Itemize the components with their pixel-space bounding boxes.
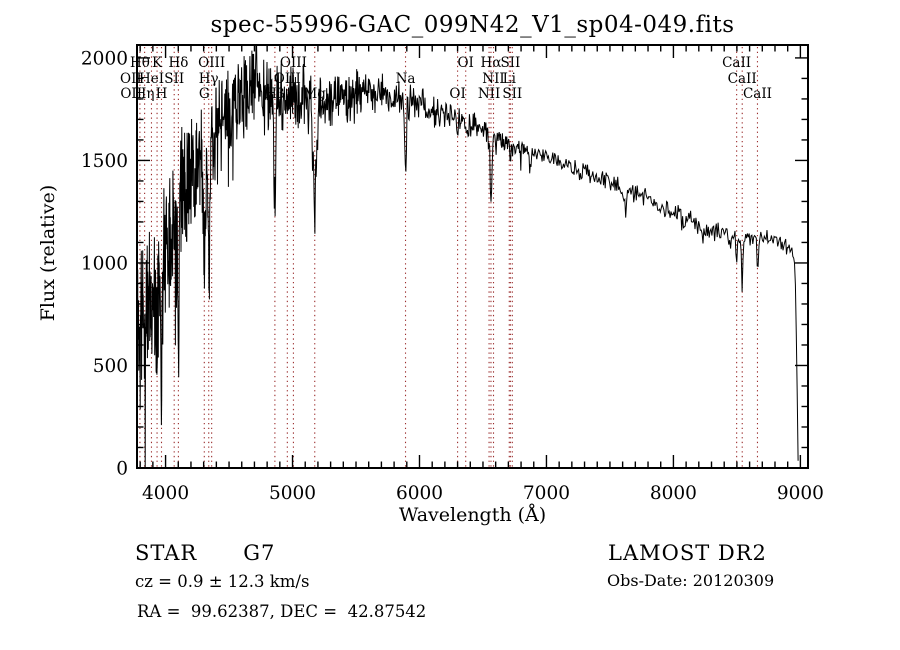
spectral-line-label: NII	[478, 86, 500, 102]
obs-date-label: Obs-Date: 20120309	[607, 571, 775, 590]
spectral-line-label: OIII	[280, 55, 307, 71]
y-tick-label: 0	[116, 459, 128, 480]
spectral-line-label: G	[199, 86, 210, 102]
spectral-line-label: CaII	[743, 86, 772, 102]
coordinates-label: RA = 99.62387, DEC = 42.87542	[137, 602, 427, 621]
y-tick-label: 1000	[81, 253, 128, 274]
spectral-line-label: NII	[482, 71, 504, 87]
spectral-line-label: Hα	[481, 55, 502, 71]
spectral-line-label: SII	[502, 86, 522, 102]
y-tick-label: 2000	[81, 48, 128, 69]
x-tick-label: 7000	[523, 483, 570, 504]
spectral-line-label: OIII	[198, 55, 225, 71]
plot-title: spec-55996-GAC_099N42_V1_sp04-049.fits	[210, 12, 735, 38]
spectral-line-label: Na	[396, 71, 416, 87]
spectral-line-label: Li	[503, 71, 517, 87]
spectral-line-label: K	[152, 55, 163, 71]
spectral-line-label: HeI	[139, 71, 164, 87]
x-axis-label: Wavelength (Å)	[398, 504, 547, 526]
survey-release-label: LAMOST DR2	[608, 541, 767, 565]
spectral-line-label: Hθ	[130, 55, 150, 71]
x-tick-label: 4000	[142, 483, 189, 504]
spectrum-trace	[137, 45, 799, 468]
y-tick-label: 500	[93, 356, 128, 377]
spectral-line-label: CaII	[728, 71, 757, 87]
spectral-line-label: Hγ	[199, 71, 219, 87]
x-tick-label: 9000	[777, 483, 824, 504]
radial-velocity-label: cz = 0.9 ± 12.3 km/s	[135, 572, 310, 591]
spectral-line-label: SII	[500, 55, 520, 71]
object-class-label: STAR G7	[135, 541, 276, 565]
spectral-line-label: CaII	[722, 55, 751, 71]
spectral-line-label: SII	[164, 71, 184, 87]
x-tick-label: 5000	[269, 483, 316, 504]
x-tick-label: 8000	[650, 483, 697, 504]
spectral-line-label: OI	[449, 86, 465, 102]
spectral-line-label: OI	[457, 55, 473, 71]
spectral-line-label: Hη	[135, 86, 155, 102]
plot-box	[136, 44, 809, 469]
spectral-line-label: Hδ	[168, 55, 188, 71]
spectral-line-label: H	[156, 86, 168, 102]
y-tick-label: 1500	[81, 151, 128, 172]
x-tick-label: 6000	[396, 483, 443, 504]
